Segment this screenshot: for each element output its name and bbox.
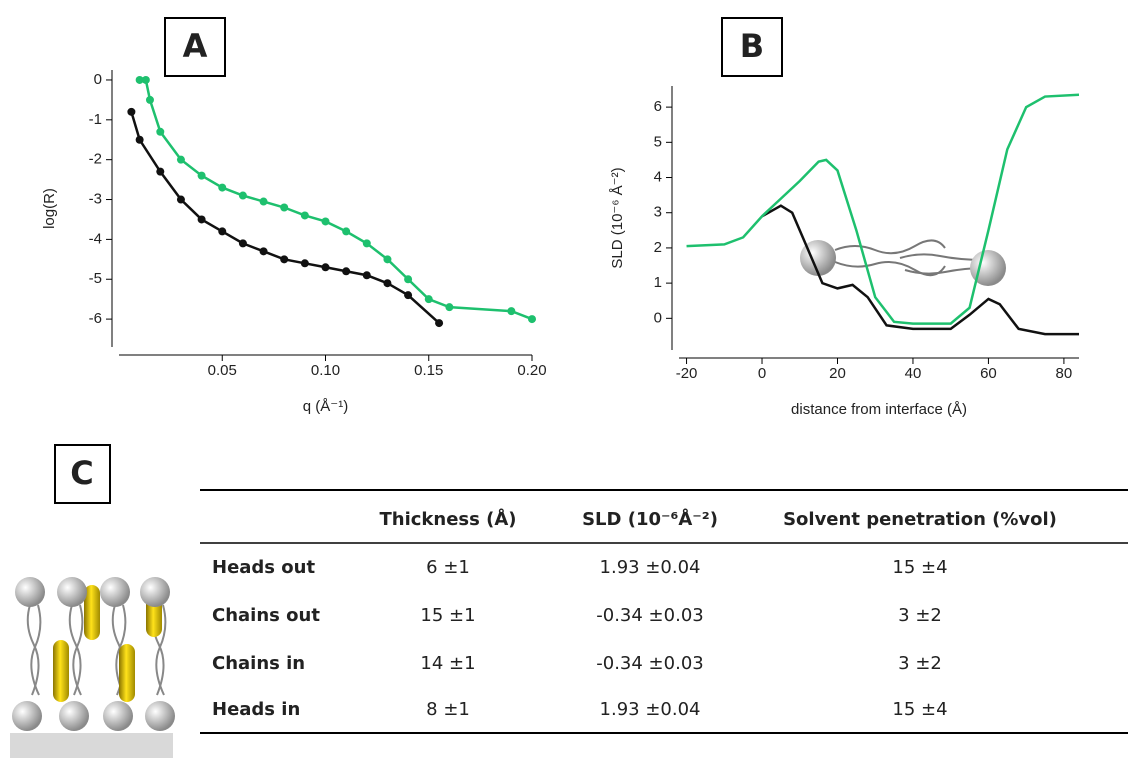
- data-point: [218, 183, 227, 192]
- y-tick-label: 4: [654, 168, 662, 185]
- data-point: [259, 247, 268, 256]
- panel-box: [54, 444, 111, 504]
- data-point: [342, 227, 351, 236]
- panel-label: A: [183, 27, 208, 65]
- table-cell: 15 ±4: [892, 557, 947, 578]
- y-tick-label: 5: [654, 133, 662, 150]
- y-tick-label: -1: [89, 111, 102, 128]
- panel-box: [721, 17, 783, 77]
- data-point: [404, 275, 413, 284]
- data-point: [528, 315, 536, 324]
- x-tick-label: 0: [758, 365, 766, 382]
- y-tick-label: -6: [89, 310, 102, 327]
- data-point: [135, 75, 144, 84]
- table-cell: 8 ±1: [426, 699, 470, 720]
- data-point: [404, 291, 413, 300]
- table-cell: 6 ±1: [426, 557, 470, 578]
- x-tick-label: 80: [1056, 365, 1073, 382]
- bilayer-illustration: [10, 577, 175, 758]
- y-tick-label: 2: [654, 239, 662, 256]
- table: Thickness (Å) SLD (10⁻⁶Å⁻²) Solvent penetr…: [200, 489, 1128, 734]
- data-point: [141, 75, 150, 84]
- row-label: Heads out: [212, 557, 315, 578]
- x-tick-label: 0.20: [517, 362, 546, 379]
- row-label: Chains out: [212, 605, 320, 626]
- data-point: [156, 167, 165, 176]
- table-cell: 3 ±2: [898, 605, 942, 626]
- data-point: [321, 217, 330, 226]
- x-tick-label: 0.05: [208, 362, 237, 379]
- data-point: [445, 303, 454, 312]
- column-header: Solvent penetration (%vol): [783, 509, 1057, 530]
- lipid-illustration: [800, 239, 1006, 286]
- data-point: [156, 127, 165, 136]
- data-point: [176, 155, 185, 164]
- y-tick-label: 3: [654, 204, 662, 221]
- data-point: [300, 211, 309, 220]
- x-axis-title: distance from interface (Å): [791, 401, 967, 418]
- y-tick-label: 0: [94, 71, 102, 88]
- series-line: [139, 78, 533, 321]
- panel-label: B: [740, 27, 764, 65]
- x-axis-title: q (Å⁻¹): [303, 398, 348, 415]
- row-label: Chains in: [212, 653, 305, 674]
- table-cell: -0.34 ±0.03: [596, 653, 703, 674]
- x-tick-label: 60: [980, 365, 997, 382]
- x-tick-label: -20: [676, 365, 698, 382]
- table-cell: 3 ±2: [898, 653, 942, 674]
- data-point: [424, 295, 433, 304]
- data-point: [238, 239, 247, 248]
- series-line: [130, 111, 440, 325]
- y-tick-label: 1: [654, 274, 662, 291]
- x-tick-label: 40: [905, 365, 922, 382]
- x-tick-label: 20: [829, 365, 846, 382]
- column-header: Thickness (Å): [379, 507, 516, 530]
- y-tick-label: -5: [89, 270, 102, 287]
- data-point: [135, 135, 144, 144]
- data-point: [362, 271, 371, 280]
- x-tick-label: 0.10: [311, 362, 340, 379]
- table-cell: -0.34 ±0.03: [596, 605, 703, 626]
- series-line: [761, 204, 1079, 336]
- table-cell: 1.93 ±0.04: [600, 557, 701, 578]
- y-axis-title: log(R): [41, 188, 58, 229]
- y-axis-title: SLD (10⁻⁶ Å⁻²): [609, 167, 626, 268]
- y-tick-label: -2: [89, 151, 102, 168]
- data-point: [197, 171, 206, 180]
- table-cell: 1.93 ±0.04: [600, 699, 701, 720]
- panel-box: [164, 17, 226, 77]
- x-tick-label: 0.15: [414, 362, 443, 379]
- data-point: [127, 107, 136, 116]
- data-point: [383, 255, 392, 264]
- panel-label: C: [70, 454, 93, 492]
- data-point: [259, 197, 268, 206]
- data-point: [280, 255, 289, 264]
- data-point: [238, 191, 247, 200]
- data-point: [507, 307, 516, 316]
- data-point: [145, 95, 154, 104]
- data-point: [342, 267, 351, 276]
- column-header: SLD (10⁻⁶Å⁻²): [582, 507, 718, 530]
- table-cell: 15 ±1: [420, 605, 475, 626]
- data-point: [300, 259, 309, 268]
- y-tick-label: -3: [89, 191, 102, 208]
- series-line: [686, 93, 1080, 325]
- row-label: Heads in: [212, 699, 300, 720]
- data-point: [218, 227, 227, 236]
- table-cell: 15 ±4: [892, 699, 947, 720]
- data-point: [176, 195, 185, 204]
- data-point: [280, 203, 289, 212]
- data-point: [362, 239, 371, 248]
- data-point: [435, 319, 444, 328]
- table-cell: 14 ±1: [420, 653, 475, 674]
- y-tick-label: -4: [89, 230, 102, 247]
- data-point: [197, 215, 206, 224]
- data-point: [321, 263, 330, 272]
- y-tick-label: 6: [654, 98, 662, 115]
- data-point: [383, 279, 392, 288]
- y-tick-label: 0: [654, 309, 662, 326]
